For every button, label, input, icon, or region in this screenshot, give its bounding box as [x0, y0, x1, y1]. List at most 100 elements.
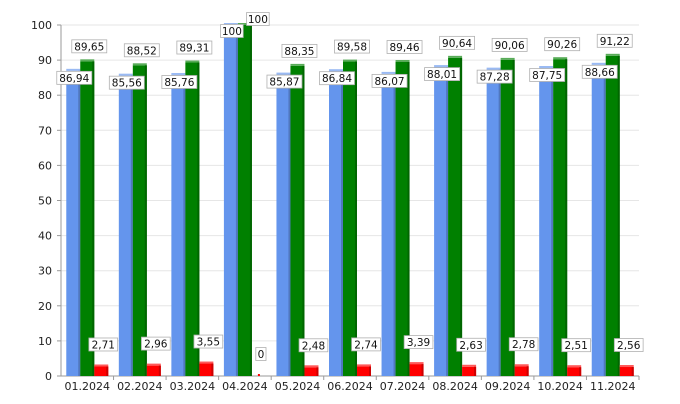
x-tick-label: 09.2024 — [485, 380, 531, 393]
bar-cap — [462, 364, 477, 367]
bar-cap — [290, 63, 305, 66]
bar-edge — [92, 61, 95, 377]
bar — [409, 364, 424, 376]
bar-edge — [498, 69, 501, 376]
data-label-box — [351, 337, 381, 352]
data-label-box — [56, 70, 93, 85]
bar-edge — [341, 71, 343, 377]
y-tick-label: 90 — [38, 54, 52, 67]
data-label: 89,46 — [390, 42, 420, 54]
bar-cap — [605, 53, 620, 56]
data-label-box — [246, 12, 270, 26]
x-tick-label: 04.2024 — [222, 380, 268, 393]
data-label-box — [220, 24, 244, 38]
bar-cap — [357, 364, 371, 367]
data-label-box — [491, 37, 528, 52]
bar-edge — [617, 55, 620, 376]
data-label-box — [88, 337, 119, 352]
bar-cap — [66, 68, 81, 71]
y-tick-label: 70 — [38, 124, 52, 137]
data-label: 2,71 — [92, 339, 115, 351]
bar-edge — [446, 67, 449, 376]
data-label: 88,01 — [427, 69, 457, 81]
data-label-box — [176, 40, 213, 55]
bar — [462, 366, 477, 376]
data-label-box — [529, 68, 566, 82]
bars — [66, 23, 634, 377]
bar — [605, 55, 620, 376]
bar-cap — [132, 63, 147, 66]
bar — [395, 61, 410, 377]
bar-edge — [407, 61, 410, 377]
bar-edge — [526, 366, 529, 376]
data-label: 2,96 — [144, 339, 168, 351]
bar-cap — [171, 72, 186, 75]
data-label: 90,26 — [547, 39, 577, 51]
bar-cap — [329, 69, 343, 72]
data-label: 3,39 — [407, 337, 430, 349]
bar-cap — [146, 363, 161, 366]
x-tick-label: 01.2024 — [65, 380, 111, 393]
x-tick-label: 11.2024 — [590, 380, 636, 393]
data-label-box — [581, 64, 618, 79]
bar — [290, 65, 305, 376]
data-label-box — [508, 337, 539, 352]
bar-cap — [223, 23, 238, 25]
data-label: 86,07 — [375, 76, 405, 88]
data-label-box — [613, 338, 644, 352]
data-label-box — [123, 43, 160, 58]
bar — [185, 62, 200, 376]
y-tick-label: 40 — [38, 230, 52, 243]
data-label-box — [561, 338, 591, 353]
bar — [539, 67, 554, 376]
bar — [343, 61, 357, 377]
bar — [171, 74, 186, 377]
bar — [276, 74, 291, 376]
bar-cap — [619, 365, 634, 368]
bar — [381, 73, 396, 377]
axes: 0 10 20 30 40 50 60 70 80 90 100 01.2024 02.2024 03.2… — [31, 19, 640, 393]
bar-edge — [130, 75, 133, 377]
data-label: 100 — [222, 26, 242, 38]
bar — [94, 366, 109, 376]
bar — [329, 71, 343, 377]
data-label: 88,66 — [585, 67, 615, 79]
data-label-box — [281, 43, 318, 58]
data-label-box — [596, 33, 633, 48]
bar-edge — [197, 62, 200, 376]
bar — [223, 25, 238, 376]
data-label: 86,84 — [322, 73, 352, 85]
data-label-box — [266, 74, 303, 89]
bar-cap — [434, 65, 449, 68]
bar-edge — [551, 67, 554, 376]
bar-cap — [448, 55, 463, 58]
bar-edge — [288, 74, 291, 376]
bar — [486, 69, 501, 376]
data-label-box — [319, 71, 355, 86]
bar-cap — [591, 62, 606, 65]
data-label-box — [141, 336, 171, 351]
bar-cap — [199, 361, 214, 364]
data-label-box — [386, 40, 423, 54]
data-label-box — [298, 338, 329, 353]
data-label: 87,28 — [480, 72, 510, 84]
data-label: 86,94 — [59, 73, 89, 85]
data-label: 100 — [248, 14, 268, 26]
bar — [357, 366, 371, 376]
bar-cap — [276, 72, 291, 75]
bar-cap — [343, 59, 357, 62]
data-label-box — [439, 35, 475, 50]
data-label: 2,48 — [302, 340, 325, 352]
bar-edge — [211, 363, 214, 376]
bar-cap — [409, 362, 424, 365]
y-tick-label: 30 — [38, 265, 52, 278]
bar — [591, 64, 606, 376]
bar — [199, 363, 214, 376]
bar-edge — [316, 367, 319, 376]
bar-edge — [235, 25, 238, 376]
x-tick-label: 06.2024 — [327, 380, 373, 393]
x-tick-label: 07.2024 — [380, 380, 426, 393]
bar-cap — [118, 73, 133, 76]
bar-edge — [302, 65, 305, 376]
